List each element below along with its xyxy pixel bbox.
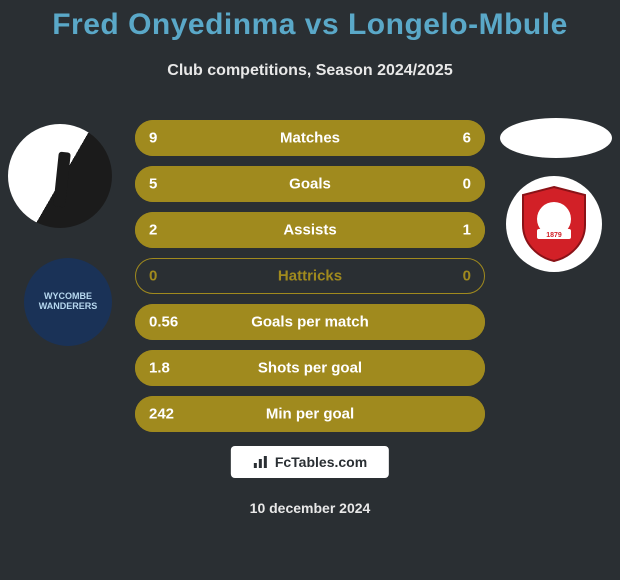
stat-value-right: 0: [463, 268, 471, 285]
stat-value-right: 0: [463, 176, 471, 193]
player-left-avatar: [8, 124, 112, 228]
stat-row: 2 Assists 1: [135, 212, 485, 248]
club-crest-left-label: WYCOMBE WANDERERS: [24, 292, 112, 312]
stat-row: 9 Matches 6: [135, 120, 485, 156]
avatar-tie-shape: [53, 152, 71, 208]
stat-row: 5 Goals 0: [135, 166, 485, 202]
stat-row: 1.8 Shots per goal: [135, 350, 485, 386]
chart-icon: [253, 455, 269, 469]
stat-label: Assists: [283, 222, 336, 239]
stat-value-left: 242: [149, 406, 174, 423]
shield-icon: 1879: [519, 185, 589, 263]
stat-value-left: 0: [149, 268, 157, 285]
date-label: 10 december 2024: [0, 500, 620, 516]
watermark-text: FcTables.com: [275, 454, 367, 470]
subtitle: Club competitions, Season 2024/2025: [0, 62, 620, 80]
stat-value-right: 1: [463, 222, 471, 239]
stat-row: 242 Min per goal: [135, 396, 485, 432]
svg-text:1879: 1879: [546, 232, 562, 239]
stat-value-left: 1.8: [149, 360, 170, 377]
stat-value-left: 5: [149, 176, 157, 193]
club-crest-right: 1879: [506, 176, 602, 272]
stat-row: 0 Hattricks 0: [135, 258, 485, 294]
stat-label: Hattricks: [278, 268, 342, 285]
page-title: Fred Onyedinma vs Longelo-Mbule: [0, 8, 620, 42]
stat-label: Min per goal: [266, 406, 354, 423]
stat-row: 0.56 Goals per match: [135, 304, 485, 340]
stats-bars: 9 Matches 6 5 Goals 0 2 Assists 1 0 Hattricks 0 0.56…: [135, 120, 485, 432]
watermark: FcTables.com: [231, 446, 389, 478]
stat-label: Matches: [280, 130, 340, 147]
stat-value-left: 9: [149, 130, 157, 147]
stat-value-left: 2: [149, 222, 157, 239]
club-crest-left: WYCOMBE WANDERERS: [24, 258, 112, 346]
stat-label: Goals per match: [251, 314, 369, 331]
stat-label: Shots per goal: [258, 360, 362, 377]
stat-label: Goals: [289, 176, 331, 193]
stat-value-left: 0.56: [149, 314, 178, 331]
player-right-avatar: [500, 118, 612, 158]
stat-value-right: 6: [463, 130, 471, 147]
